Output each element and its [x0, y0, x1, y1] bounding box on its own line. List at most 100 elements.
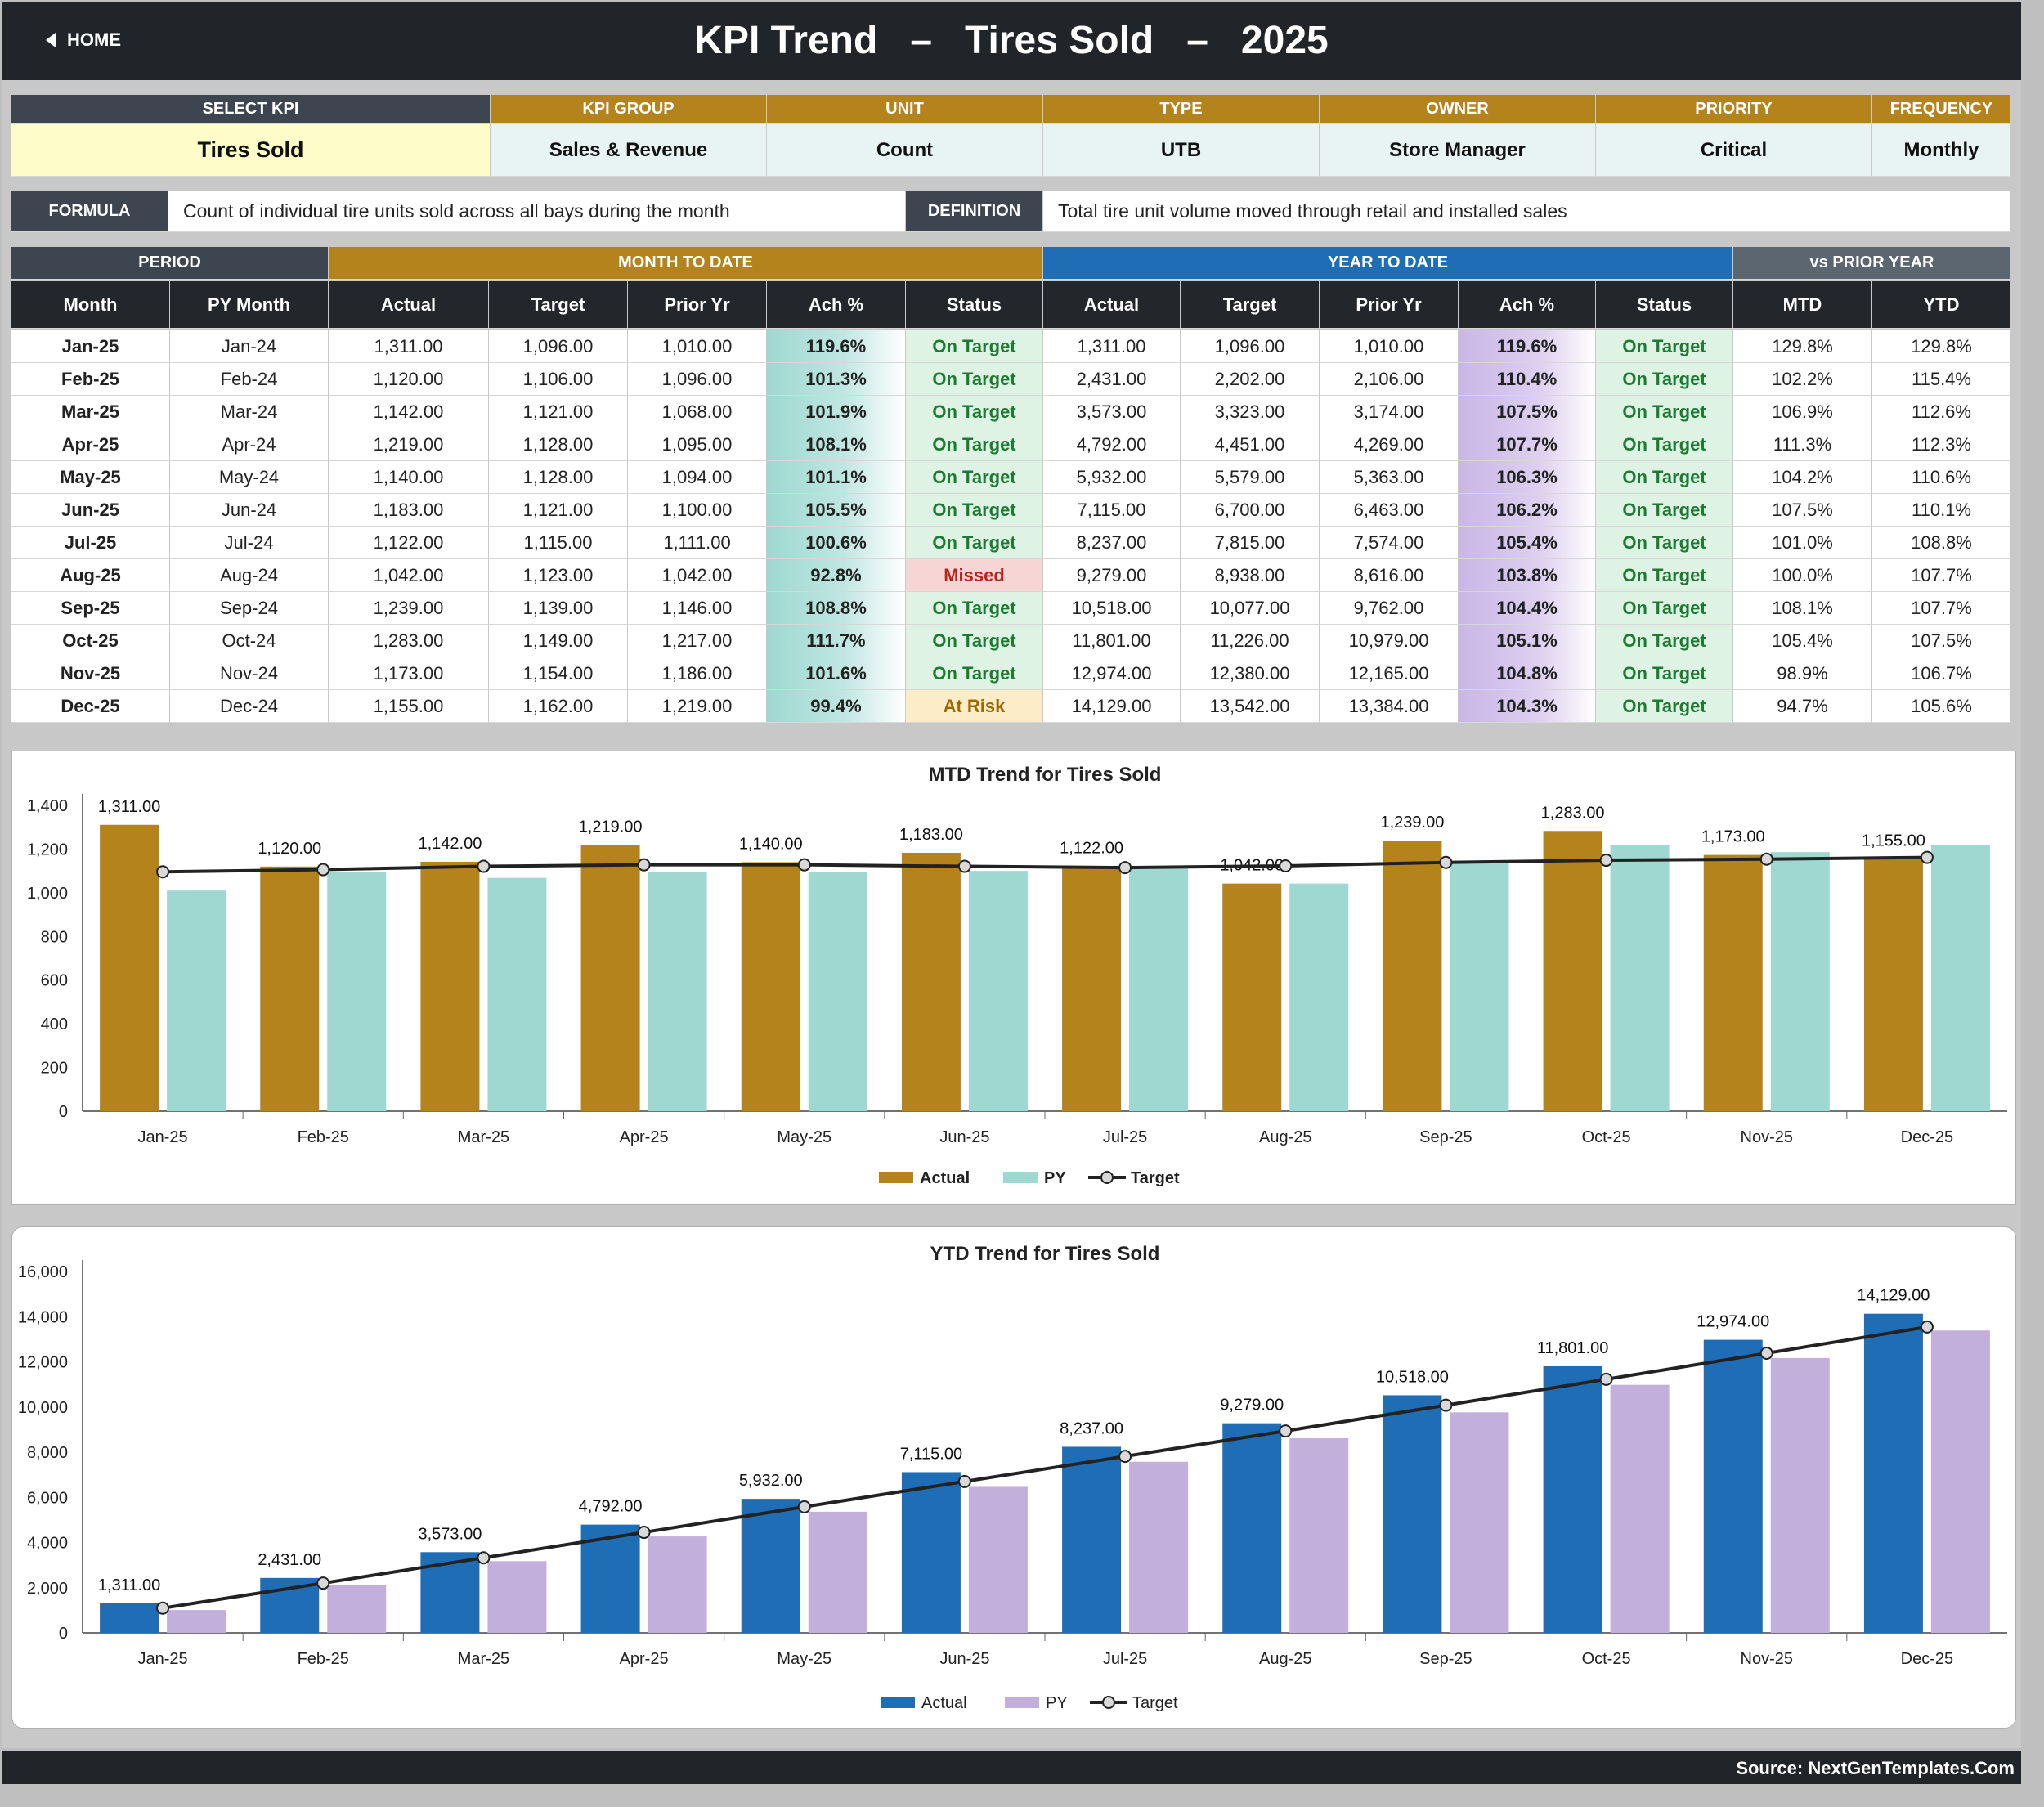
cell-ytd: 106.7% — [1872, 657, 2011, 690]
ytd-cell-actual: 7,115.00 — [1043, 494, 1181, 527]
data-label: 1,122.00 — [1060, 839, 1123, 857]
bar-actual — [901, 852, 961, 1111]
ytd-cell-prior-yr: 5,363.00 — [1320, 461, 1459, 494]
cell-ach: 101.3% — [767, 363, 906, 396]
cell-ach: 111.7% — [767, 625, 906, 657]
data-label: 7,115.00 — [900, 1445, 962, 1463]
status-badge: At Risk — [906, 690, 1043, 723]
row-month: Jul-25 — [11, 527, 170, 559]
ytd-cell-target: 8,938.00 — [1181, 559, 1320, 592]
cell-mtd: 98.9% — [1733, 657, 1872, 690]
ytd-cell-prior-yr: 10,979.00 — [1320, 625, 1459, 657]
bar-py — [327, 872, 387, 1111]
y-tick-label: 800 — [41, 928, 68, 946]
data-label: 1,283.00 — [1541, 804, 1605, 822]
x-tick-label: Dec-25 — [1901, 1128, 1953, 1146]
y-tick-label: 0 — [59, 1625, 68, 1643]
cell-target: 1,123.00 — [489, 559, 628, 592]
x-tick-label: May-25 — [777, 1128, 831, 1146]
bar-py — [808, 872, 867, 1111]
chart-title: YTD Trend for Tires Sold — [930, 1243, 1160, 1265]
column-header-prior-yr: Prior Yr — [1320, 281, 1459, 329]
y-tick-label: 600 — [41, 972, 68, 990]
kpi-header-frequency: FREQUENCY — [1872, 95, 2011, 124]
kpi-header-type: TYPE — [1043, 95, 1320, 124]
kpi-value-kpi-group: Sales & Revenue — [491, 124, 767, 177]
ytd-cell-actual: 4,792.00 — [1043, 428, 1181, 461]
cell-target: 1,121.00 — [489, 396, 628, 428]
cell-prior-yr: 1,096.00 — [628, 363, 767, 396]
target-point — [1759, 852, 1773, 866]
column-header-py-month: PY Month — [170, 281, 329, 329]
group-header-period: PERIOD — [11, 247, 329, 280]
cell-ytd: 105.6% — [1872, 690, 2011, 723]
bar-py — [1930, 1330, 1990, 1633]
bar-actual — [741, 1499, 800, 1633]
cell-ytd: 110.6% — [1872, 461, 2011, 494]
ytd-cell-target: 7,815.00 — [1181, 527, 1320, 559]
kpi-header-unit: UNIT — [767, 95, 1043, 124]
cell-actual: 1,142.00 — [329, 396, 489, 428]
bar-py — [648, 1536, 707, 1633]
bar-actual — [1703, 854, 1763, 1111]
row-month: Sep-25 — [11, 592, 170, 625]
x-tick-label: Feb-25 — [298, 1128, 349, 1146]
cell-py-month: Dec-24 — [170, 690, 329, 723]
cell-target: 1,139.00 — [489, 592, 628, 625]
cell-actual: 1,140.00 — [329, 461, 489, 494]
cell-actual: 1,120.00 — [329, 363, 489, 396]
cell-ach: 99.4% — [767, 690, 906, 723]
cell-mtd: 104.2% — [1733, 461, 1872, 494]
kpi-header-kpi-group: KPI GROUP — [491, 95, 767, 124]
ytd-cell-ach: 107.7% — [1459, 428, 1596, 461]
ytd-cell-ach: 104.3% — [1459, 690, 1596, 723]
y-tick-label: 1,000 — [27, 885, 68, 903]
ytd-cell-target: 5,579.00 — [1181, 461, 1320, 494]
select-kpi-dropdown[interactable]: Tires Sold — [11, 124, 491, 177]
ytd-cell-ach: 104.4% — [1459, 592, 1596, 625]
cell-actual: 1,311.00 — [329, 330, 489, 363]
target-point — [797, 858, 811, 872]
ytd-cell-prior-yr: 2,106.00 — [1320, 363, 1459, 396]
cell-prior-yr: 1,146.00 — [628, 592, 767, 625]
definition-label: DEFINITION — [906, 191, 1043, 232]
cell-py-month: Jun-24 — [170, 494, 329, 527]
bar-py — [1450, 1412, 1509, 1633]
status-badge: On Target — [906, 625, 1043, 657]
ytd-cell-ach: 106.3% — [1459, 461, 1596, 494]
cell-prior-yr: 1,219.00 — [628, 690, 767, 723]
target-point — [156, 1601, 170, 1615]
bar-py — [1129, 1461, 1189, 1633]
status-badge: On Target — [906, 592, 1043, 625]
row-month: Jan-25 — [11, 330, 170, 363]
home-button[interactable]: HOME — [46, 29, 121, 51]
formula-text: Count of individual tire units sold acro… — [168, 191, 906, 232]
ytd-cell-target: 6,700.00 — [1181, 494, 1320, 527]
x-tick-label: Jul-25 — [1103, 1650, 1147, 1668]
cell-prior-yr: 1,095.00 — [628, 428, 767, 461]
ytd-cell-actual: 12,974.00 — [1043, 657, 1181, 690]
cell-ytd: 129.8% — [1872, 330, 2011, 363]
target-point — [477, 1551, 491, 1565]
bar-py — [968, 1486, 1028, 1633]
kpi-header-owner: OWNER — [1320, 95, 1596, 124]
data-label: 1,239.00 — [1380, 814, 1444, 832]
row-month: Dec-25 — [11, 690, 170, 723]
cell-py-month: Oct-24 — [170, 625, 329, 657]
cell-target: 1,128.00 — [489, 461, 628, 494]
data-label: 9,279.00 — [1220, 1397, 1284, 1415]
definition-text: Total tire unit volume moved through ret… — [1043, 191, 2011, 232]
column-header-status: Status — [906, 281, 1043, 329]
legend-label: Actual — [920, 1169, 970, 1187]
legend-label: PY — [1046, 1694, 1068, 1712]
bar-actual — [741, 862, 800, 1111]
cell-ytd: 107.7% — [1872, 592, 2011, 625]
cell-actual: 1,155.00 — [329, 690, 489, 723]
ytd-status-badge: On Target — [1596, 494, 1733, 527]
target-point — [1599, 854, 1613, 868]
target-point — [637, 1526, 651, 1540]
column-header-mtd: MTD — [1733, 281, 1872, 329]
x-tick-label: Mar-25 — [458, 1650, 509, 1668]
bar-actual — [1703, 1339, 1763, 1633]
x-tick-label: Nov-25 — [1741, 1650, 1793, 1668]
